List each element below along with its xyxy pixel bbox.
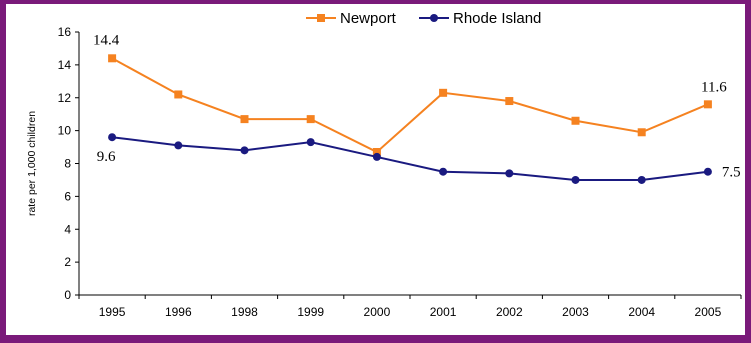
legend-label: Rhode Island — [453, 10, 541, 27]
data-point-newport — [306, 115, 315, 124]
x-tick-label: 1995 — [99, 305, 126, 319]
y-axis-label: rate per 1,000 children — [26, 111, 38, 216]
y-tick-label: 14 — [58, 58, 72, 72]
data-point-newport — [703, 100, 712, 109]
data-point-newport — [505, 97, 514, 106]
data-label: 11.6 — [701, 79, 727, 95]
data-point-rhode-island — [505, 169, 514, 178]
x-tick-label: 1998 — [231, 305, 258, 319]
line-chart: 0 2 4 6 8 10 12 14 16 1995 1996 1998 1999 2000 2001 20… — [26, 10, 742, 319]
annotation-layer: 14.4 9.6 11.6 7.5 — [93, 32, 741, 180]
data-point-newport — [439, 88, 448, 97]
data-point-newport — [637, 128, 646, 137]
y-tick-label: 16 — [58, 25, 72, 39]
x-tick-label: 2001 — [430, 305, 457, 319]
y-tick-label: 12 — [58, 91, 72, 105]
legend-label: Newport — [340, 10, 397, 27]
y-tick-label: 0 — [64, 288, 71, 302]
data-point-rhode-island — [108, 133, 117, 142]
data-point-newport — [108, 54, 117, 63]
data-point-rhode-island — [306, 138, 315, 147]
y-tick-label: 6 — [64, 189, 71, 203]
data-point-rhode-island — [637, 175, 646, 184]
data-point-rhode-island — [571, 175, 580, 184]
x-tick-label: 2000 — [364, 305, 391, 319]
x-tick-label: 2003 — [562, 305, 589, 319]
x-tick-label: 2005 — [695, 305, 722, 319]
series-line-newport — [111, 57, 709, 154]
x-axis-ticks: 1995 1996 1998 1999 2000 2001 2002 2003 2004 2005 — [78, 295, 742, 319]
y-tick-label: 8 — [64, 157, 71, 171]
data-point-rhode-island — [174, 141, 183, 150]
data-point-newport — [174, 90, 183, 99]
data-label: 7.5 — [722, 165, 741, 181]
y-axis-ticks: 0 2 4 6 8 10 12 14 16 — [58, 25, 79, 302]
x-tick-label: 1996 — [165, 305, 192, 319]
legend: Newport Rhode Island — [306, 10, 541, 27]
series-layer — [108, 54, 712, 184]
data-point-rhode-island — [703, 167, 712, 176]
x-tick-label: 2002 — [496, 305, 523, 319]
y-tick-label: 10 — [58, 124, 72, 138]
data-point-rhode-island — [439, 167, 448, 176]
data-point-rhode-island — [372, 152, 381, 161]
y-tick-label: 2 — [64, 255, 71, 269]
y-tick-label: 4 — [64, 222, 71, 236]
data-point-newport — [571, 116, 580, 125]
legend-marker-circle — [430, 14, 438, 22]
data-point-newport — [372, 147, 381, 156]
data-point-newport — [240, 115, 249, 124]
x-tick-label: 1999 — [297, 305, 324, 319]
x-tick-label: 2004 — [628, 305, 655, 319]
legend-marker-square — [317, 14, 325, 22]
data-point-rhode-island — [240, 146, 249, 155]
data-label: 9.6 — [97, 149, 116, 165]
series-line-rhode-island — [111, 136, 709, 181]
data-label: 14.4 — [93, 32, 120, 48]
